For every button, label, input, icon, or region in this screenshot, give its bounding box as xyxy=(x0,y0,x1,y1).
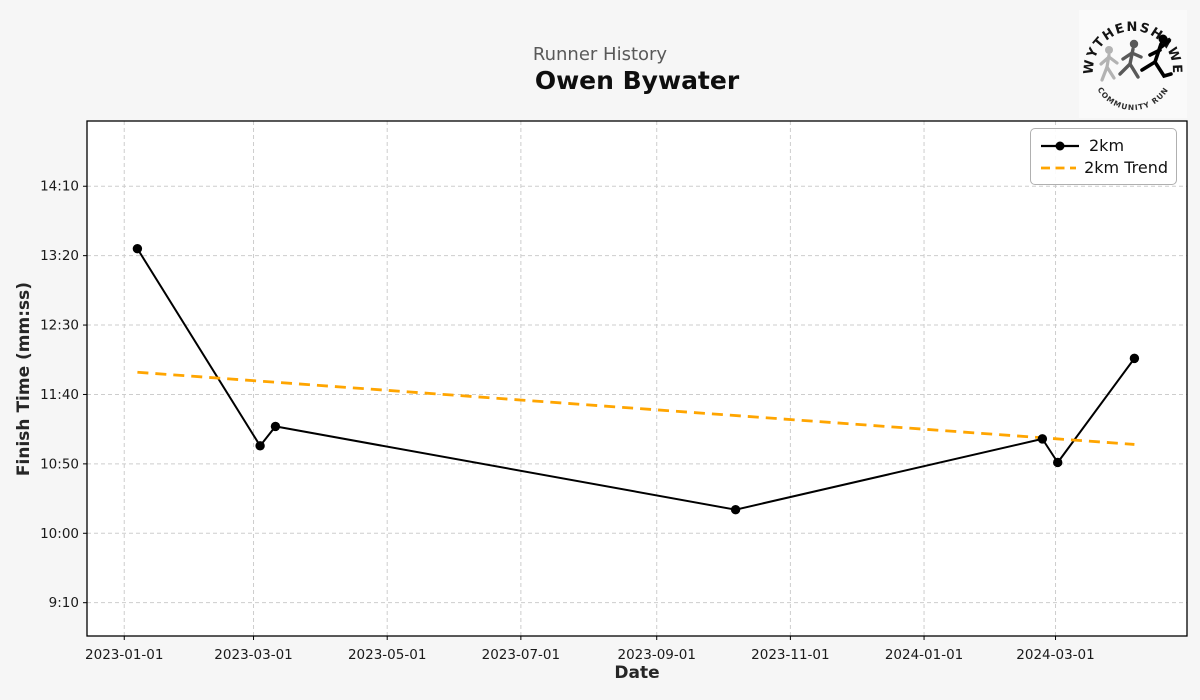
plot-border xyxy=(86,120,1188,637)
data-point xyxy=(255,441,265,451)
y-tick-label: 11:40 xyxy=(40,387,79,403)
runner-walking-icon xyxy=(1099,46,1119,82)
x-tick-label: 2023-01-01 xyxy=(85,647,163,663)
data-point xyxy=(1053,457,1063,468)
chart-suptitle: Runner History xyxy=(532,44,668,65)
x-tick-label: 2024-03-01 xyxy=(1016,647,1094,663)
y-tick-label: 12:30 xyxy=(40,318,79,334)
y-tick-label: 14:10 xyxy=(40,179,79,195)
data-point xyxy=(270,421,281,432)
logo-background xyxy=(1079,10,1187,118)
y-tick-label: 13:20 xyxy=(40,248,79,264)
y-tick-label: 10:50 xyxy=(40,456,79,472)
legend-marker-icon xyxy=(1055,141,1065,150)
legend-item-2km: 2km xyxy=(1039,136,1168,155)
wythenshawe-logo: WYTHENSHAWE COMMUNITY RUN xyxy=(1079,10,1187,118)
legend-label-2km-trend: 2km Trend xyxy=(1084,158,1168,177)
legend-dashed-line-sample xyxy=(1041,166,1077,169)
data-point xyxy=(1129,353,1140,364)
legend-line-sample xyxy=(1041,141,1079,150)
legend-label-2km: 2km xyxy=(1089,136,1125,155)
y-tick-label: 9:10 xyxy=(49,595,79,611)
legend: 2km 2km Trend xyxy=(1030,128,1177,185)
legend-item-2km-trend: 2km Trend xyxy=(1039,158,1168,177)
x-tick-label: 2023-11-01 xyxy=(751,647,829,663)
data-point xyxy=(1037,434,1048,444)
runner-sprinting-icon xyxy=(1140,34,1173,79)
x-tick-label: 2023-07-01 xyxy=(482,647,560,663)
y-axis-label: Finish Time (mm:ss) xyxy=(14,281,34,477)
x-tick-label: 2023-09-01 xyxy=(617,647,695,663)
x-axis-label: Date xyxy=(614,663,660,683)
y-tick-label: 10:00 xyxy=(40,526,79,542)
data-point xyxy=(132,244,143,254)
chart-title: Owen Bywater xyxy=(534,66,740,95)
x-tick-label: 2024-01-01 xyxy=(885,647,963,663)
x-tick-label: 2023-05-01 xyxy=(348,647,426,663)
x-tick-label: 2023-03-01 xyxy=(214,647,292,663)
trend-line xyxy=(137,370,1135,446)
plot-area xyxy=(87,121,1187,636)
data-point xyxy=(730,504,741,515)
runner-jogging-icon xyxy=(1118,39,1143,79)
